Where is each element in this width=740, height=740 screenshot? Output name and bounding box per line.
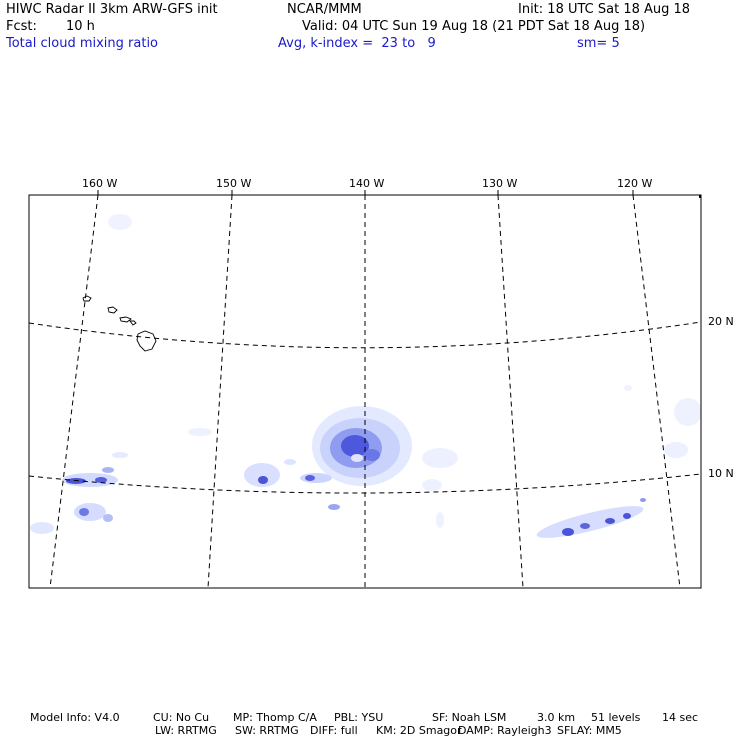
cloud-se-cell-3 xyxy=(605,518,615,524)
frame-corner-mark xyxy=(699,195,701,198)
lat-label-20n: 20 N xyxy=(708,315,734,328)
cloud-se-band xyxy=(536,506,644,538)
cloud-east-patch xyxy=(422,448,458,468)
gridline-lat-20n xyxy=(29,321,701,349)
lon-label-120w: 120 W xyxy=(617,177,653,190)
cloud-north-patch xyxy=(108,214,132,230)
cloud-mid-patch-4 xyxy=(284,459,296,465)
damp-scheme: DAMP: Rayleigh3 xyxy=(458,724,552,737)
gridline-lon-120w xyxy=(632,195,681,588)
lon-ticks xyxy=(97,190,634,195)
cloud-se-cell-2 xyxy=(580,523,590,529)
island-hawaii xyxy=(136,330,157,352)
lon-label-150w: 150 W xyxy=(216,177,252,190)
plot-title: HIWC Radar II 3km ARW-GFS init xyxy=(6,2,218,17)
cloud-mid-patch-1 xyxy=(244,463,280,487)
cloud-system-band xyxy=(364,449,380,461)
grid-resolution: 3.0 km xyxy=(537,711,576,724)
cloud-east-edge-3 xyxy=(624,385,632,391)
cloud-east-edge-2 xyxy=(664,442,688,458)
cloud-west-patch xyxy=(74,503,106,521)
cloud-se-cell-5 xyxy=(640,498,646,502)
cloud-east-edge xyxy=(674,398,701,426)
pbl-scheme: PBL: YSU xyxy=(334,711,384,724)
km-scheme: KM: 2D Smagor xyxy=(376,724,462,737)
cu-scheme: CU: No Cu xyxy=(153,711,210,724)
field-name: Total cloud mixing ratio xyxy=(6,36,159,51)
cloud-west-patch-3 xyxy=(112,452,128,458)
hawaii-islands xyxy=(82,295,157,352)
k-index-range: Avg, k-index = 23 to 9 xyxy=(278,36,436,51)
cloud-mid-patch-2 xyxy=(300,473,332,483)
gridline-lon-160w xyxy=(49,195,99,588)
gridlines xyxy=(29,195,701,588)
vertical-levels: 51 levels xyxy=(591,711,641,724)
cloud-west-cell-5 xyxy=(103,514,113,522)
cloud-system-core xyxy=(341,435,369,457)
cloud-west-cell-4 xyxy=(79,508,89,516)
island-maui xyxy=(119,316,137,326)
forecast-hour: 10 h xyxy=(66,19,95,34)
model-info: Model Info: V4.0 xyxy=(30,711,120,724)
cloud-se-cell-4 xyxy=(623,513,631,519)
map-frame xyxy=(28,194,702,589)
cloud-mid-cell-1 xyxy=(258,476,268,484)
cloud-mid-cell-2 xyxy=(305,475,315,481)
island-kauai xyxy=(82,295,92,302)
sw-scheme: SW: RRTMG xyxy=(235,724,299,737)
gridline-lon-150w xyxy=(207,195,233,588)
org-label: NCAR/MMM xyxy=(287,2,362,17)
cloud-eye xyxy=(351,454,363,462)
lon-label-140w: 140 W xyxy=(349,177,385,190)
cloud-mid-patch-3 xyxy=(188,428,212,436)
lat-label-10n: 10 N xyxy=(708,467,734,480)
lon-label-130w: 130 W xyxy=(482,177,518,190)
sflay-scheme: SFLAY: MM5 xyxy=(557,724,622,737)
sf-scheme: SF: Noah LSM xyxy=(432,711,507,724)
cloud-east-patch-2 xyxy=(422,479,442,491)
init-time: Init: 18 UTC Sat 18 Aug 18 xyxy=(518,2,691,17)
lon-label-160w: 160 W xyxy=(82,177,118,190)
smoothing-label: sm= 5 xyxy=(577,36,620,51)
time-step: 14 sec xyxy=(662,711,699,724)
cloud-mid-cell-3 xyxy=(328,504,340,510)
valid-time: Valid: 04 UTC Sun 19 Aug 18 (21 PDT Sat … xyxy=(302,19,646,34)
diff-scheme: DIFF: full xyxy=(310,724,358,737)
cloud-southeast-patch xyxy=(436,512,444,528)
cloud-west-cell-2 xyxy=(95,477,107,483)
island-oahu xyxy=(107,306,118,314)
gridline-lon-130w xyxy=(497,195,524,588)
cloud-west-cell-3 xyxy=(102,467,114,473)
lw-scheme: LW: RRTMG xyxy=(155,724,217,737)
cloud-west-patch-2 xyxy=(30,522,54,534)
forecast-label: Fcst: xyxy=(6,19,37,34)
cloud-field xyxy=(30,214,701,538)
cloud-se-cell-1 xyxy=(562,528,574,536)
mp-scheme: MP: Thomp C/A xyxy=(233,711,317,724)
